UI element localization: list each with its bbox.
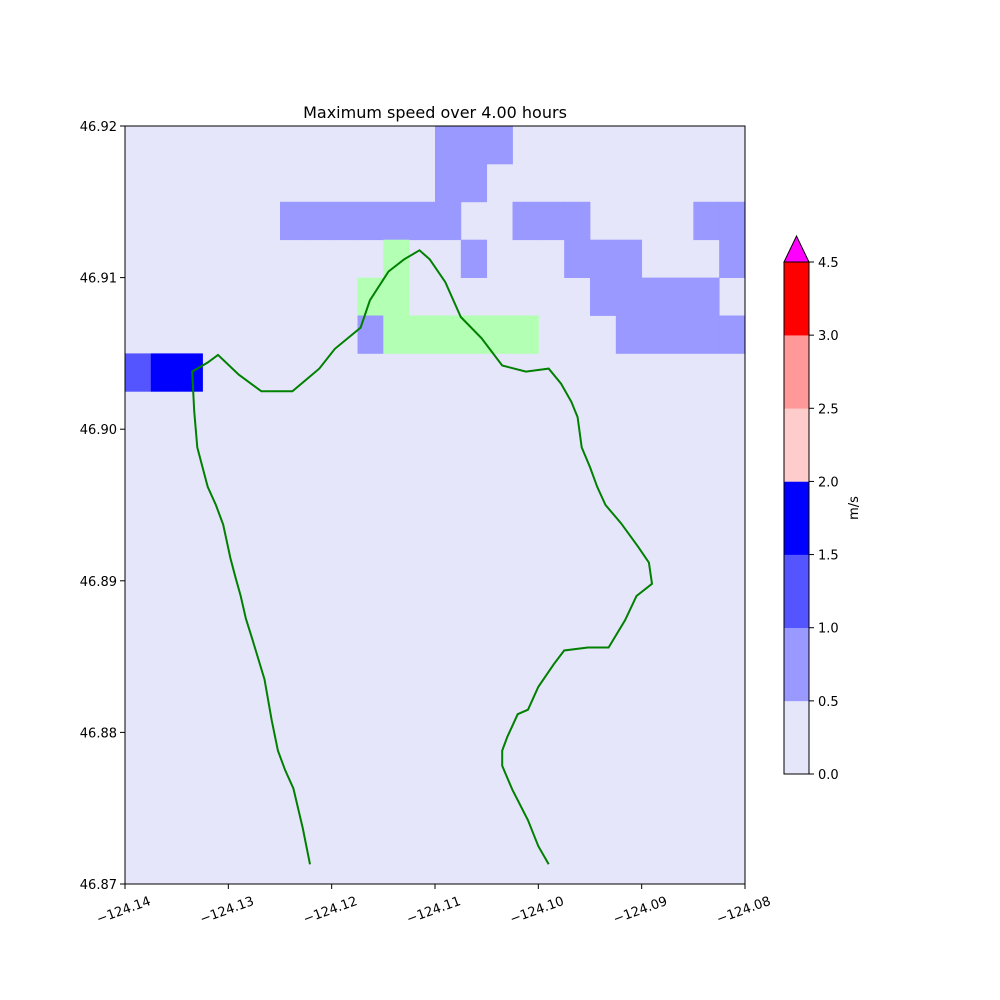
speed-cell — [615, 239, 643, 278]
speed-cell — [512, 201, 539, 241]
x-axis: −124.14 −124.13 −124.12 −124.11 −124.10 −124.… — [95, 884, 773, 927]
colorbar-tick-label: 1.5 — [818, 549, 839, 564]
x-tick-label: −124.09 — [611, 894, 669, 927]
colorbar-label: m/s — [847, 496, 862, 520]
land-cell — [512, 315, 539, 354]
speed-cell — [280, 201, 307, 241]
colorbar: 0.0 0.5 1.0 1.5 2.0 2.5 3.0 4.5 — [783, 234, 839, 783]
speed-cell — [383, 201, 410, 241]
speed-cell — [719, 239, 746, 278]
x-tick-label: −124.13 — [198, 894, 256, 927]
y-tick-label: 46.87 — [80, 878, 117, 893]
speed-cell — [590, 239, 617, 278]
speed-cell — [693, 277, 720, 316]
x-tick-label: −124.10 — [508, 894, 566, 927]
x-tick-label: −124.08 — [715, 894, 773, 927]
speed-cell — [667, 315, 694, 354]
land-cell — [435, 315, 462, 354]
speed-cell — [460, 126, 488, 165]
speed-cell — [486, 126, 513, 165]
y-tick-label: 46.91 — [80, 272, 117, 287]
speed-cell — [641, 277, 668, 316]
speed-cell — [641, 315, 668, 354]
colorbar-tick-label: 2.0 — [818, 475, 839, 490]
speed-cell — [693, 201, 720, 241]
land-cell — [383, 277, 410, 316]
heatmap-cells — [125, 126, 746, 884]
speed-cell — [357, 315, 384, 354]
speed-cell — [667, 277, 694, 316]
speed-cell — [564, 201, 591, 241]
land-cell — [486, 315, 513, 354]
speed-cell — [409, 201, 436, 241]
speed-cell — [719, 315, 746, 354]
colorbar-segment — [784, 262, 809, 336]
y-tick-label: 46.89 — [80, 575, 117, 590]
colorbar-tick-label: 4.5 — [818, 256, 839, 271]
colorbar-tick-label: 1.0 — [818, 622, 839, 637]
speed-cell — [150, 353, 178, 392]
speed-cell — [590, 277, 617, 316]
speed-cell — [331, 201, 358, 241]
colorbar-frame — [783, 261, 810, 775]
speed-cell — [564, 239, 591, 278]
speed-cell — [719, 201, 746, 241]
land-cell — [383, 315, 410, 354]
speed-cell — [176, 353, 203, 392]
y-tick-label: 46.92 — [80, 120, 117, 135]
y-tick-label: 46.90 — [80, 423, 117, 438]
speed-cell — [435, 201, 462, 241]
colorbar-tick-label: 2.5 — [818, 402, 839, 417]
speed-cell — [305, 201, 333, 241]
speed-cell — [357, 201, 384, 241]
speed-cell — [460, 163, 488, 203]
y-axis: 46.87 46.88 46.89 46.90 46.91 46.92 — [80, 120, 125, 893]
land-cell — [409, 315, 436, 354]
speed-cell — [538, 201, 565, 241]
speed-cell — [435, 126, 462, 165]
colorbar-tick-label: 0.5 — [818, 695, 839, 710]
speed-cell — [693, 315, 720, 354]
colorbar-tick-label: 3.0 — [818, 329, 839, 344]
speed-cell — [460, 239, 488, 278]
colorbar-segment — [784, 481, 809, 555]
speed-cell — [435, 163, 462, 203]
speed-cell — [125, 353, 152, 392]
colorbar-segment — [784, 627, 809, 702]
shoreline-contour — [191, 249, 654, 865]
y-tick-label: 46.88 — [80, 726, 117, 741]
x-tick-label: −124.12 — [301, 894, 359, 927]
colorbar-segment — [784, 408, 809, 482]
colorbar-segment — [784, 335, 809, 409]
speed-cell — [615, 315, 643, 354]
colorbar-segment — [784, 700, 809, 775]
colorbar-tick-label: 0.0 — [818, 768, 839, 783]
x-tick-label: −124.11 — [405, 894, 463, 927]
speed-cell — [615, 277, 643, 316]
colorbar-segment — [784, 554, 809, 629]
colorbar-extend-arrow — [783, 234, 810, 263]
chart-title: Maximum speed over 4.00 hours — [303, 103, 567, 122]
x-tick-label: −124.14 — [95, 894, 153, 927]
